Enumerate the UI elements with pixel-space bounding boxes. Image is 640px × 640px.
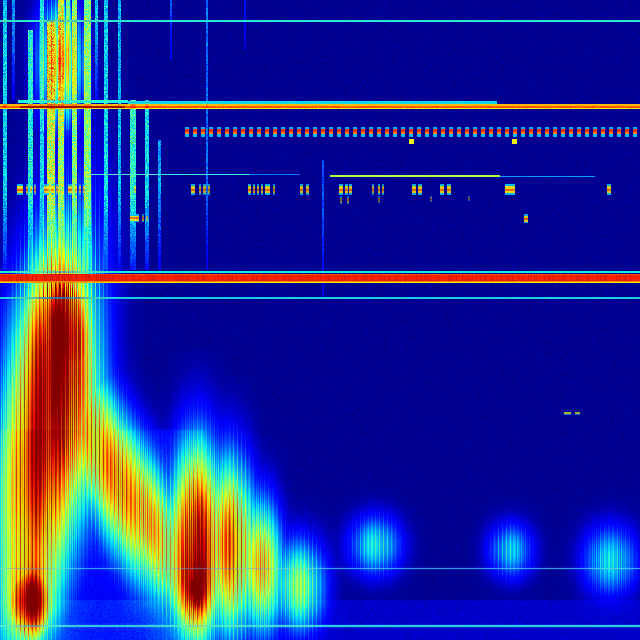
spectrogram-figure: Jet-colormap spectrogram with horizontal… xyxy=(0,0,640,640)
spectrogram-canvas xyxy=(0,0,640,640)
